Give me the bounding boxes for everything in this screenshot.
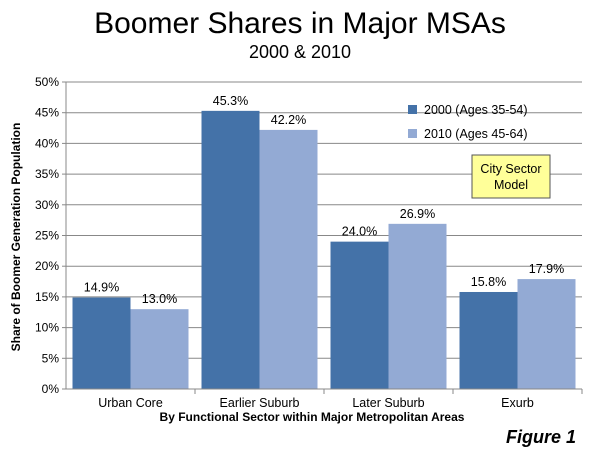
bar-earlier-suburb-0 [201,110,260,389]
y-tick-label: 15% [35,290,59,304]
bar-urban-core-0 [72,297,131,389]
bar-urban-core-1 [130,309,189,389]
y-tick-label: 0% [42,382,60,396]
chart-title: Boomer Shares in Major MSAs [94,7,506,40]
data-label: 24.0% [342,225,377,239]
y-tick-label: 5% [42,351,60,365]
bar-later-suburb-1 [388,223,447,389]
data-labels: 14.9% 13.0% 45.3% 42.2% 24.0% 26.9% 15.8% 17.9% [84,94,564,306]
y-axis-title: Share of Boomer Generation Population [9,123,23,352]
data-label: 45.3% [213,94,248,108]
bar-exurb-0 [459,291,518,389]
y-tick-label: 50% [35,75,59,89]
note-line-2: Model [494,178,528,192]
category-labels: Urban Core Earlier Suburb Later Suburb Exur… [98,396,534,410]
note-line-1: City Sector [480,162,541,176]
note-box [471,154,551,199]
legend-label-2000: 2000 (Ages 35-54) [424,103,528,117]
x-tick-label: Urban Core [98,396,163,410]
bar-exurb-1 [517,279,576,389]
y-tick-label: 45% [35,106,59,120]
legend: 2000 (Ages 35-54) 2010 (Ages 45-64) [408,103,528,141]
data-label: 26.9% [400,207,435,221]
bars [72,110,576,389]
y-tick-labels: 0% 5% 10% 15% 20% 25% 30% 35% 40% 45% 50% [35,75,59,396]
data-label: 42.2% [271,113,306,127]
figure-label: Figure 1 [506,427,576,447]
legend-swatch-2010 [408,129,417,138]
y-tick-label: 25% [35,229,59,243]
x-tick-label: Exurb [501,396,534,410]
city-sector-note: City Sector Model [471,154,551,199]
data-label: 17.9% [529,262,564,276]
legend-swatch-2000 [408,105,417,114]
data-label: 13.0% [142,292,177,306]
data-label: 14.9% [84,281,119,295]
y-tick-label: 40% [35,136,59,150]
y-tick-label: 30% [35,198,59,212]
data-label: 15.8% [471,275,506,289]
legend-label-2010: 2010 (Ages 45-64) [424,127,528,141]
y-tick-label: 10% [35,321,59,335]
y-tick-label: 35% [35,167,59,181]
x-axis-title: By Functional Sector within Major Metrop… [160,410,465,424]
x-tick-label: Earlier Suburb [220,396,300,410]
bar-earlier-suburb-1 [259,129,318,389]
x-tick-label: Later Suburb [352,396,424,410]
bar-later-suburb-0 [330,241,389,389]
chart-subtitle: 2000 & 2010 [249,42,351,62]
y-tick-label: 20% [35,259,59,273]
